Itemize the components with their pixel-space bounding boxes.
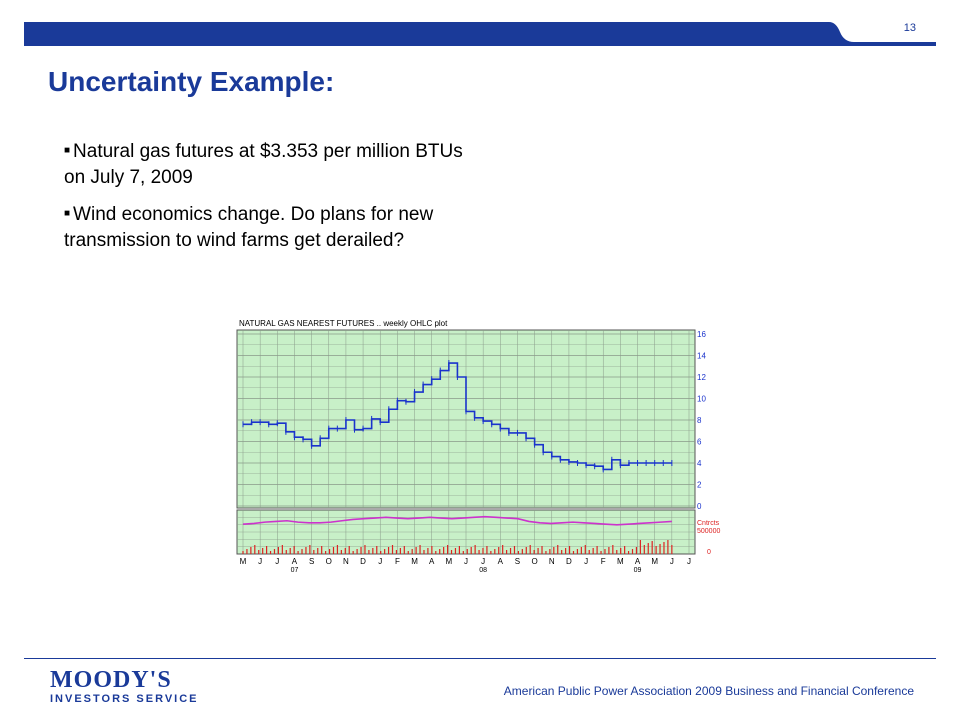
x-tick-label: J [275,557,279,566]
x-tick-label: J [481,557,485,566]
x-tick-label: F [395,557,400,566]
x-tick-label: J [687,557,691,566]
x-tick-label: D [360,557,366,566]
x-tick-label: M [446,557,453,566]
x-tick-label: J [464,557,468,566]
contracts-label: Cntrcts [697,520,720,527]
moodys-logo: MOODY'S INVESTORS SERVICE [50,668,199,706]
contracts-series-line [242,515,672,526]
logo-line-2: INVESTORS SERVICE [50,693,199,705]
y-axis-ticks: 16 14 12 10 8 6 4 2 0 [697,330,706,511]
volume-bars [242,540,673,554]
ohlc-ticks [242,360,673,473]
x-tick-label: M [411,557,418,566]
bullet-item: ■ Wind economics change. Do plans for new… [64,201,484,254]
x-tick-label: A [498,557,504,566]
contracts-scale-label: 500000 [697,528,720,535]
y-tick-label: 16 [697,330,706,339]
footer-divider [24,658,936,659]
x-tick-label: M [240,557,247,566]
y-tick-label: 6 [697,438,702,447]
logo-line-1: MOODY'S [50,667,172,693]
x-tick-label: F [601,557,606,566]
x-tick-label: J [584,557,588,566]
natural-gas-futures-chart: NATURAL GAS NEAREST FUTURES .. weekly OH… [225,312,740,574]
grid [237,330,695,554]
x-tick-label: D [566,557,572,566]
bullet-text: Wind economics change. Do plans for new … [64,204,434,251]
y-tick-label: 4 [697,459,702,468]
y-tick-label: 0 [697,502,702,511]
x-tick-label: A [292,557,298,566]
bullet-list: ■ Natural gas futures at $3.353 per milli… [64,138,484,264]
x-tick-label: J [670,557,674,566]
x-tick-label: O [531,557,537,566]
header-bar [24,22,936,46]
slide-number: 13 [903,22,916,34]
bullet-text: Natural gas futures at $3.353 per millio… [64,141,463,188]
y-tick-label: 2 [697,481,702,490]
x-tick-label: A [429,557,435,566]
slide-title: Uncertainty Example: [48,66,335,97]
y-tick-label: 10 [697,395,706,404]
header-bar-shape [24,22,936,46]
x-year-label: 09 [634,567,642,574]
x-tick-label: M [651,557,658,566]
x-tick-label: S [515,557,520,566]
x-tick-label: O [326,557,332,566]
y-tick-label: 14 [697,352,706,361]
y-tick-label: 12 [697,373,706,382]
x-tick-label: N [549,557,555,566]
y-tick-label: 8 [697,416,702,425]
chart-title: NATURAL GAS NEAREST FUTURES .. weekly OH… [239,319,448,328]
bullet-item: ■ Natural gas futures at $3.353 per milli… [64,138,484,191]
x-year-label: 08 [479,567,487,574]
footer-text: American Public Power Association 2009 B… [503,684,914,698]
x-tick-label: J [378,557,382,566]
x-tick-label: N [343,557,349,566]
x-tick-label: A [635,557,641,566]
square-bullet-icon: ■ [64,208,71,219]
contracts-zero-label: 0 [707,549,711,556]
x-year-label: 07 [291,567,299,574]
x-tick-label: S [309,557,314,566]
x-tick-label: J [258,557,262,566]
x-tick-label: M [617,557,624,566]
square-bullet-icon: ■ [64,145,71,156]
x-axis-ticks: M J J A S O N D J F M A M J J A S O N D J F M A M J J 07 08 09 [240,557,691,574]
